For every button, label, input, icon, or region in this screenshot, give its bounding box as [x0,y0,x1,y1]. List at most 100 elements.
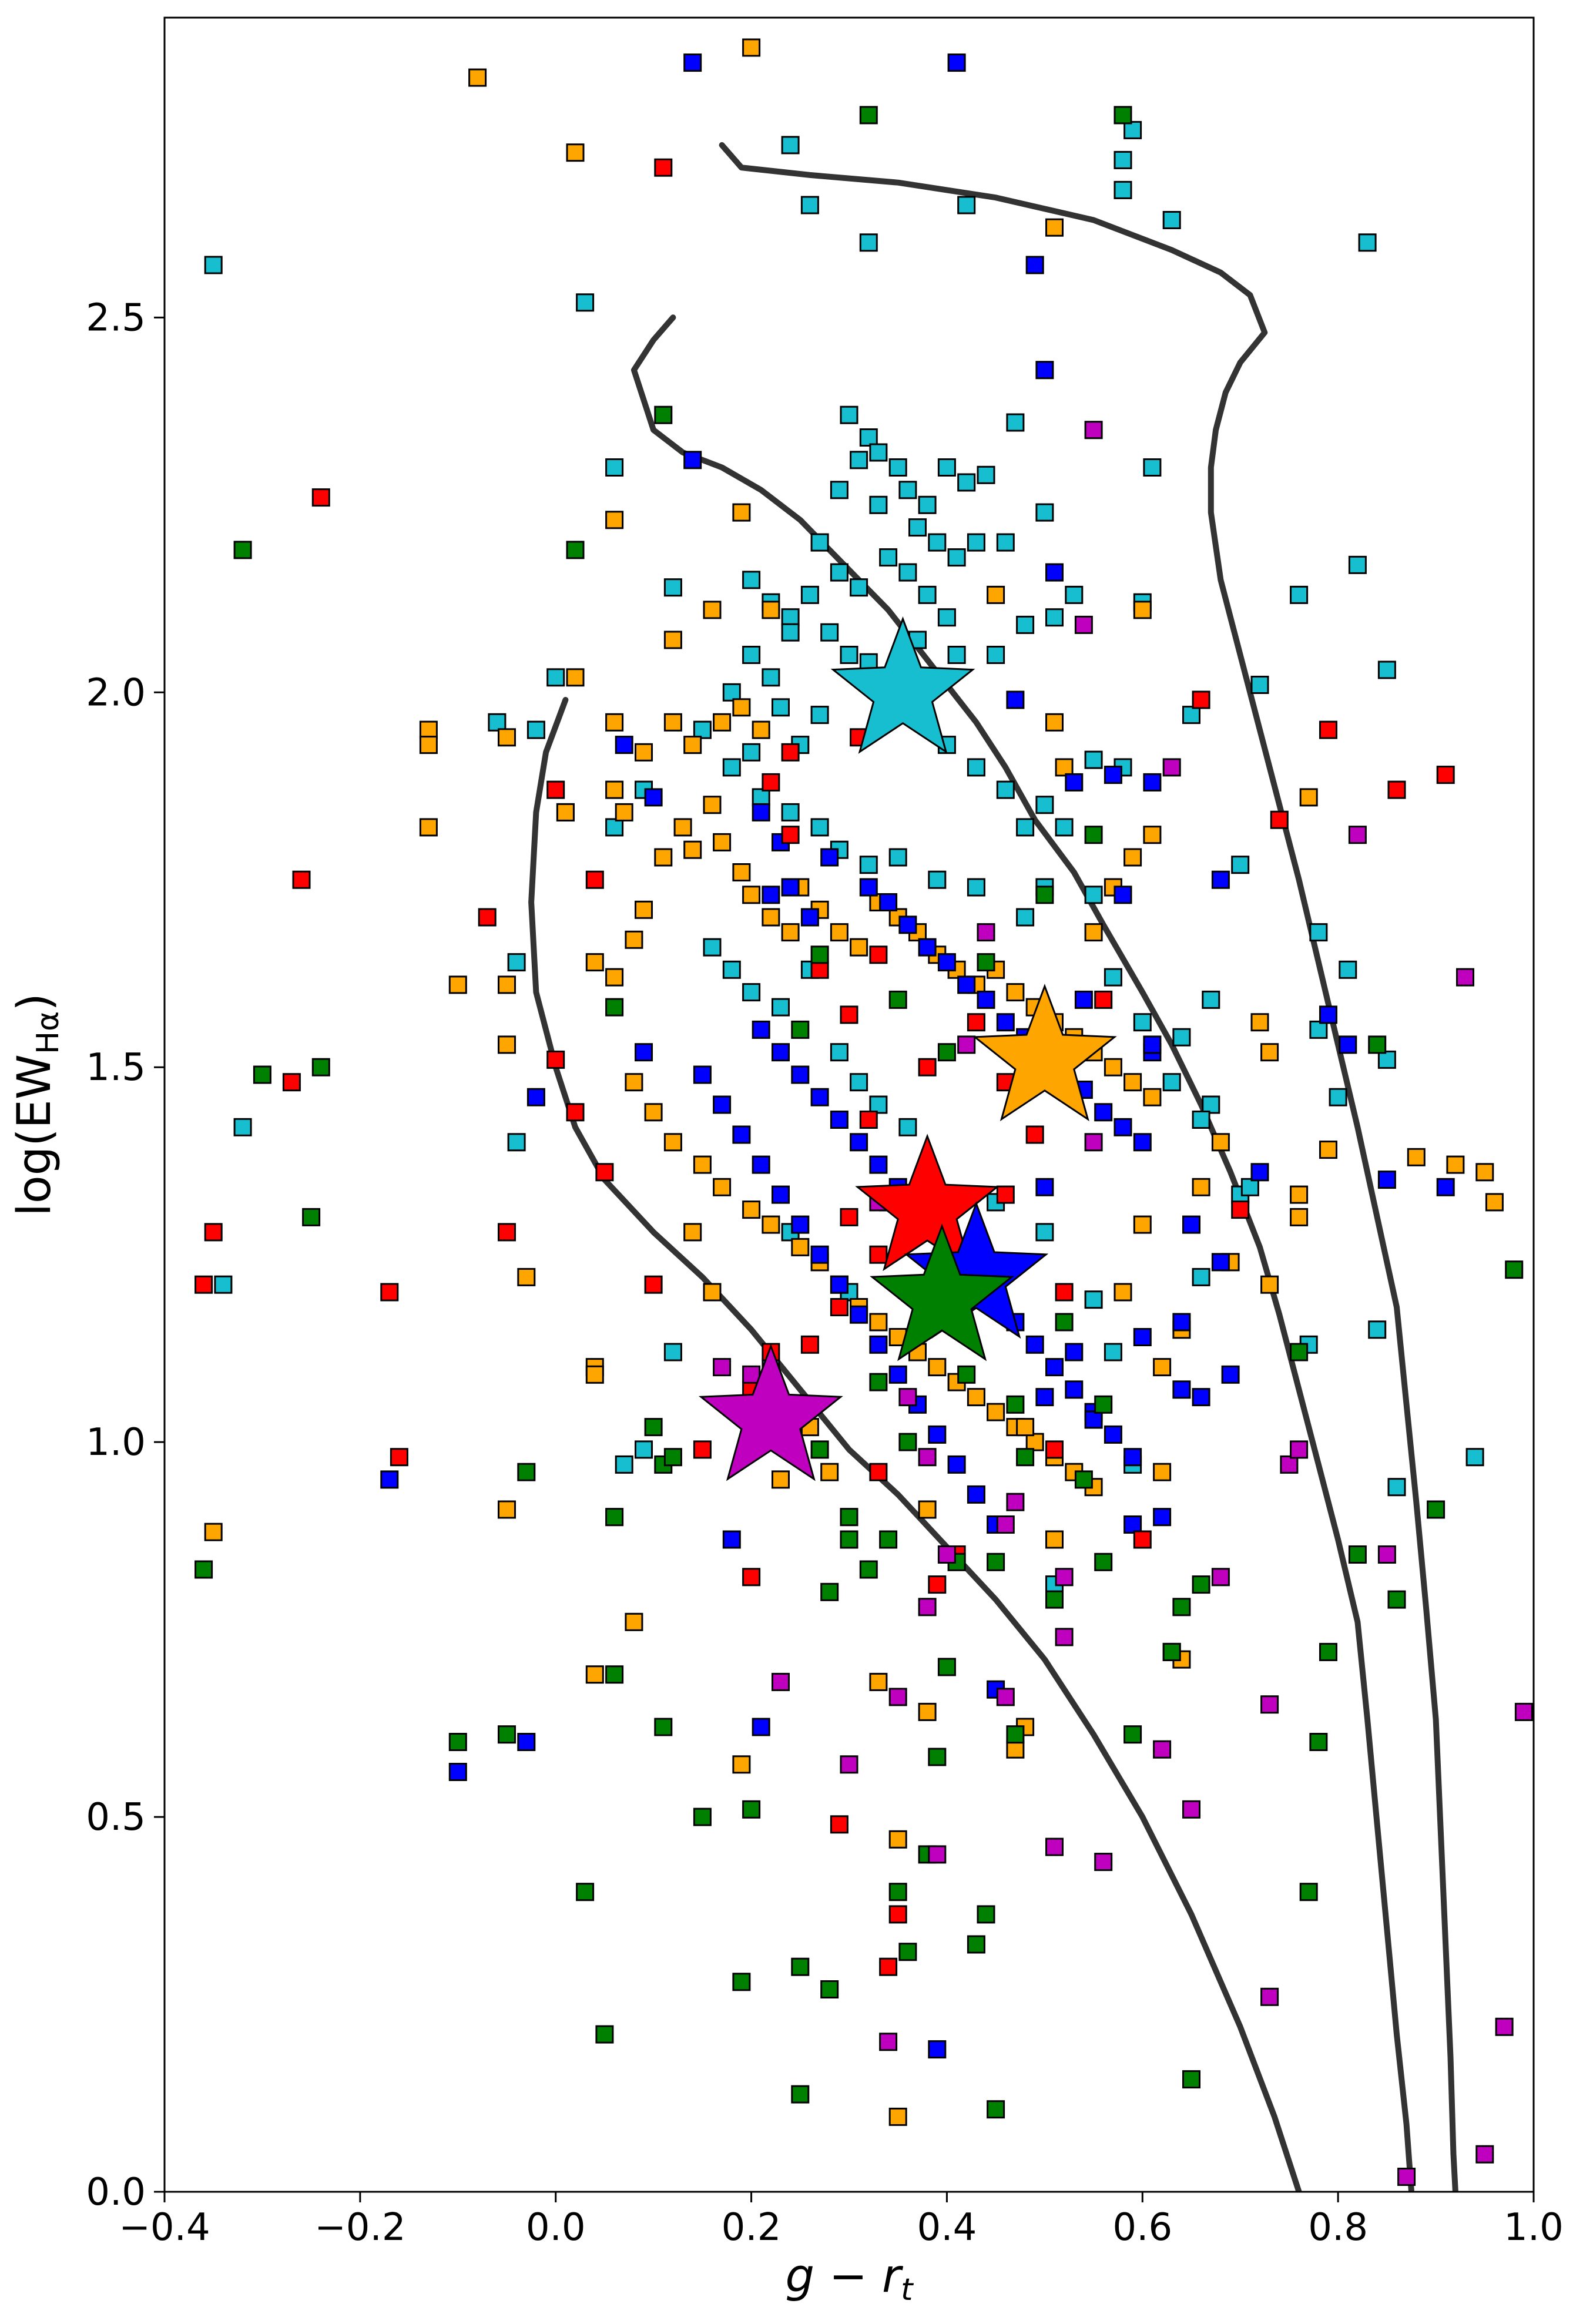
point-cyan [888,848,907,867]
point-blue [772,1185,790,1204]
point-orange [918,1702,937,1721]
point-green [791,1020,810,1039]
star-cyan [830,616,975,754]
point-cyan [850,451,868,470]
point-blue [1182,1215,1200,1234]
point-red [869,1463,888,1481]
point-cyan [996,780,1015,799]
point-orange [888,2107,907,2126]
point-red [311,488,330,507]
point-cyan [1465,1448,1484,1467]
point-orange [1025,1433,1044,1451]
point-blue [820,848,839,867]
point-blue [1319,1005,1337,1024]
point-cyan [967,878,985,897]
point-magenta [928,1845,947,1864]
point-orange [625,930,643,949]
point-blue [1192,1388,1210,1407]
point-orange [1055,758,1074,777]
point-red [1436,766,1455,784]
point-green [810,1440,829,1459]
point-green [888,990,907,1009]
point-cyan [1192,1267,1210,1286]
point-magenta [1162,758,1181,777]
point-green [1505,1260,1524,1279]
point-cyan [820,623,839,642]
point-orange [1299,788,1318,807]
point-green [605,1508,624,1527]
point-magenta [840,1755,858,1774]
point-orange [1475,1163,1494,1182]
point-cyan [204,256,223,274]
point-green [1016,1448,1035,1467]
point-orange [1260,1275,1279,1294]
point-green [967,1935,985,1954]
point-orange [635,900,653,919]
point-blue [869,1335,888,1354]
point-blue [693,1065,712,1084]
point-red [1055,1283,1074,1302]
point-green [742,1800,761,1819]
point-cyan [663,578,682,597]
point-orange [918,1500,937,1519]
point-magenta [937,1545,956,1564]
point-cyan [1016,818,1035,837]
mean-stars [698,616,1117,1481]
point-orange [498,1035,516,1054]
point-orange [742,38,761,57]
point-blue [957,975,976,994]
point-blue [1045,563,1064,582]
point-red [1025,1125,1044,1144]
point-orange [683,1223,702,1242]
point-green [840,1508,858,1527]
point-orange [1485,1193,1504,1212]
point-cyan [869,495,888,514]
point-green [605,998,624,1017]
point-cyan [772,998,790,1017]
point-orange [1153,1463,1172,1481]
point-orange [1290,1185,1309,1204]
point-cyan [918,495,937,514]
point-green [1319,1642,1337,1661]
point-red [585,870,604,889]
point-orange [742,886,761,904]
point-red [996,1185,1015,1204]
point-orange [762,908,780,927]
point-green [1162,1642,1181,1661]
point-green [1084,826,1103,844]
point-orange [742,1200,761,1219]
point-orange [1123,848,1142,867]
point-red [810,960,829,979]
point-magenta [898,1388,917,1407]
point-cyan [1240,1178,1259,1196]
point-cyan [1329,1088,1347,1106]
point-orange [752,720,770,739]
point-orange [605,713,624,732]
point-magenta [1055,1568,1074,1587]
point-cyan [1045,608,1064,627]
point-orange [1319,1141,1337,1159]
point-blue [762,886,780,904]
point-cyan [1377,1050,1396,1069]
point-green [654,1718,673,1736]
point-blue [996,1013,1015,1032]
point-orange [566,668,585,687]
point-green [1387,1590,1406,1609]
point-magenta [1182,1800,1200,1819]
point-cyan [918,585,937,604]
point-green [1006,1395,1025,1414]
point-blue [791,1215,810,1234]
point-cyan [888,458,907,477]
point-blue [791,1065,810,1084]
point-cyan [1162,211,1181,229]
point-cyan [752,788,770,807]
point-green [859,1560,878,1579]
point-blue [928,1425,947,1444]
point-cyan [1084,750,1103,769]
point-cyan [1348,555,1367,574]
point-red [888,1905,907,1924]
x-tick-label: 0.6 [1112,2206,1172,2249]
point-magenta [1006,1493,1025,1511]
point-green [1348,1545,1367,1564]
